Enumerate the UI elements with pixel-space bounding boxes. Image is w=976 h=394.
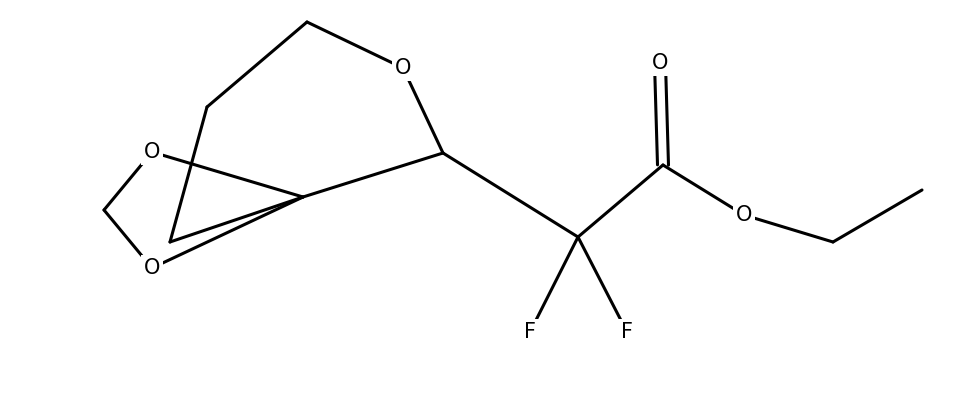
Text: O: O (652, 53, 669, 73)
Text: O: O (143, 258, 160, 278)
Text: O: O (736, 205, 752, 225)
Text: F: F (524, 322, 536, 342)
Text: F: F (621, 322, 633, 342)
Text: O: O (143, 142, 160, 162)
Text: O: O (395, 58, 411, 78)
